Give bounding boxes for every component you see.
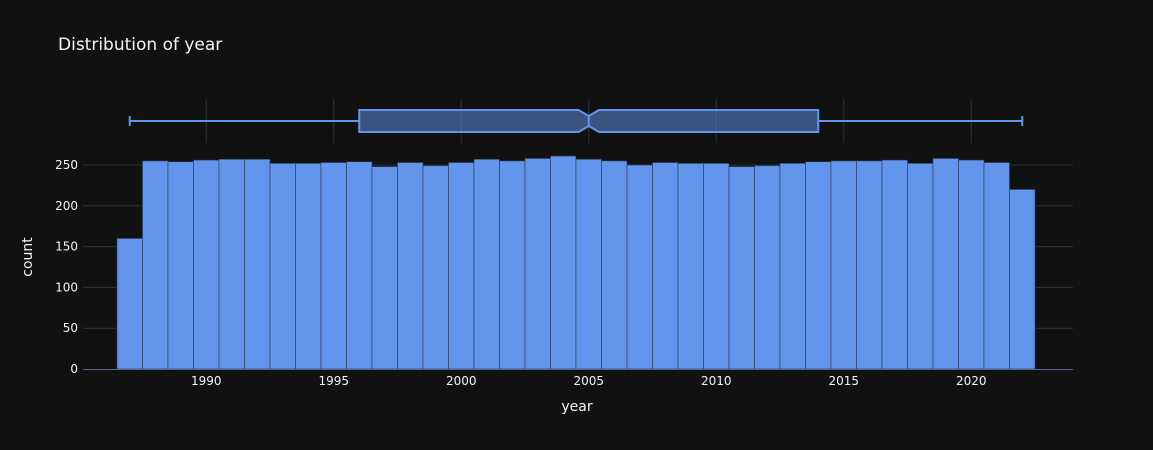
histogram-bar [830,160,857,370]
histogram-bar [958,159,985,370]
histogram-bar [677,163,704,370]
histogram-bar [779,163,806,370]
histogram-bar [983,162,1010,370]
y-tick-label: 0 [70,362,78,376]
histogram-bars [116,155,1036,370]
histogram-bar [524,158,551,370]
x-tick-label: 2005 [573,374,604,388]
histogram-bar [448,162,475,370]
x-tick-label: 1995 [318,374,349,388]
histogram-bar [167,161,194,370]
histogram-bar [932,158,959,370]
histogram-bar [422,165,449,370]
y-tick-label: 200 [55,199,78,213]
histogram-bar [397,162,424,370]
histogram-bar [244,158,271,370]
histogram-bar [652,162,679,370]
histogram-bar [371,166,398,370]
histogram-bar [550,155,577,370]
histogram-bar [907,163,934,370]
chart-title: Distribution of year [58,35,222,55]
x-tick-label: 1990 [191,374,222,388]
histogram-bar [346,161,373,370]
histogram-bar [1009,189,1036,370]
histogram-bar [473,158,500,370]
histogram-bar [218,158,245,370]
x-tick-label: 2015 [828,374,859,388]
histogram-bar [601,160,628,370]
histogram-bar [856,160,883,370]
histogram-bar [320,162,347,370]
y-axis-ticks: 0 50 100 150 200 250 [55,158,78,376]
x-tick-label: 2020 [956,374,987,388]
histogram-bar [575,158,602,370]
histogram-bar [142,160,169,370]
histogram-bar [269,163,296,370]
histogram-bar [881,159,908,370]
y-tick-label: 50 [63,321,78,335]
box-plot [128,109,1024,133]
y-axis-title: count [20,237,36,277]
x-tick-label: 2010 [701,374,732,388]
histogram-bar [805,161,832,370]
x-axis-title: year [561,399,592,415]
histogram-bar [703,163,730,370]
histogram-bar [754,165,781,370]
y-tick-label: 250 [55,158,78,172]
histogram-bar [626,164,653,370]
histogram-bar [193,159,220,370]
histogram-bar [499,160,526,370]
y-tick-label: 150 [55,240,78,254]
x-axis-ticks: 1990 1995 2000 2005 2010 2015 2020 [191,374,987,388]
histogram-bar [728,166,755,370]
histogram-bar [116,238,143,370]
y-tick-label: 100 [55,280,78,294]
x-tick-label: 2000 [446,374,477,388]
histogram-bar [295,163,322,370]
